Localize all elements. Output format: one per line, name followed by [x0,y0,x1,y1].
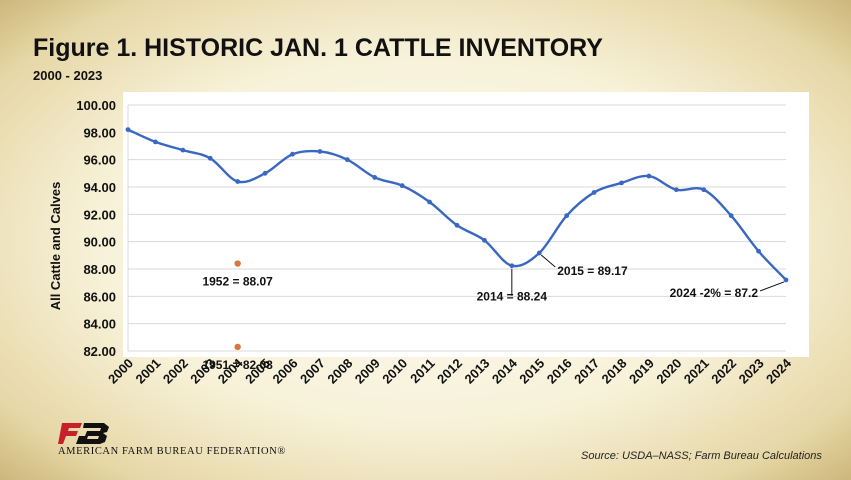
data-point [180,147,186,153]
data-point [564,213,570,219]
data-points [125,127,789,283]
y-tick-label: 88.00 [83,262,116,277]
annotation-leader [540,254,556,268]
y-tick-label: 82.00 [83,344,116,359]
data-point [591,190,597,195]
historic-points: 1952 = 88.07 1951 = 82.08 [202,260,273,372]
x-tick-label: 2012 [434,356,465,387]
chart-subtitle: 2000 - 2023 [33,68,103,83]
x-tick-label: 2014 [489,355,521,387]
data-point [756,248,761,254]
annotation-label: 2014 = 88.24 [477,290,548,304]
x-tick-label: 2024 [763,355,795,387]
y-tick-label: 86.00 [83,289,116,304]
data-point [427,199,432,205]
data-point [701,187,707,193]
historic-point [234,343,241,351]
y-tick-label: 92.00 [83,207,116,222]
y-tick-label: 98.00 [83,125,116,140]
y-tick-labels: 82.00 84.00 86.00 88.00 90.00 92.00 94.00 96.00… [76,98,116,359]
historic-point-label: 1952 = 88.07 [202,275,273,289]
x-tick-label: 2023 [736,356,767,387]
gridlines [127,104,786,352]
series-line-path [127,128,787,281]
y-tick-label: 84.00 [83,317,116,332]
data-point [125,127,131,132]
source-note: Source: USDA–NASS; Farm Bureau Calculati… [581,450,822,462]
data-point [619,180,624,186]
x-tick-label: 2011 [407,356,438,387]
annotations: 2014 = 88.24 2015 = 89.17 2024 -2% = 87.2 [477,254,785,304]
x-tick-label: 2000 [105,356,136,387]
fb-logo-icon [58,421,116,450]
x-tick-label: 2018 [599,356,630,387]
annotation-label: 2015 = 89.17 [557,264,628,278]
x-tick-label: 2016 [544,356,575,387]
federation-name: AMERICAN FARM BUREAU FEDERATION® [58,446,286,457]
data-point [399,183,405,189]
data-point [536,250,542,256]
data-point [372,175,378,180]
data-point [673,187,679,193]
data-point [290,151,295,157]
x-tick-label: 2006 [270,356,301,387]
historic-point-label: 1951 = 82.08 [202,358,273,372]
data-point [317,149,323,154]
data-point [646,173,652,179]
data-point [344,157,350,163]
y-tick-label: 94.00 [83,180,116,195]
y-tick-label: 100.00 [76,98,116,113]
x-tick-label: 2019 [626,356,657,387]
y-axis-label: All Cattle and Calves [48,182,63,311]
x-tick-label: 2022 [708,356,739,387]
plot-area [123,92,809,357]
x-tick-label: 2002 [160,356,191,387]
x-tick-label: 2013 [461,356,492,387]
series-line [127,128,787,281]
x-tick-label: 2010 [379,356,410,387]
historic-point [234,260,241,267]
y-tick-label: 96.00 [83,153,116,168]
data-point [509,263,515,269]
data-point [482,237,487,243]
x-tick-label: 2009 [352,356,383,387]
data-point [728,213,734,219]
x-tick-label: 2015 [516,356,547,387]
data-point [262,170,268,176]
annotation-leader [759,281,785,292]
data-point [783,277,789,283]
x-tick-label: 2008 [324,356,355,387]
chart-title: Figure 1. HISTORIC JAN. 1 CATTLE INVENTO… [33,34,603,62]
x-tick-label: 2020 [653,356,684,387]
x-tick-label: 2021 [681,356,712,387]
data-point [207,155,213,161]
data-point [153,139,158,145]
x-tick-label: 2007 [297,356,328,387]
data-point [235,179,241,184]
y-tick-label: 90.00 [83,235,116,250]
x-tick-label: 2001 [132,356,163,387]
x-tick-label: 2017 [571,356,602,387]
annotation-label: 2024 -2% = 87.2 [670,286,759,300]
data-point [454,222,460,228]
